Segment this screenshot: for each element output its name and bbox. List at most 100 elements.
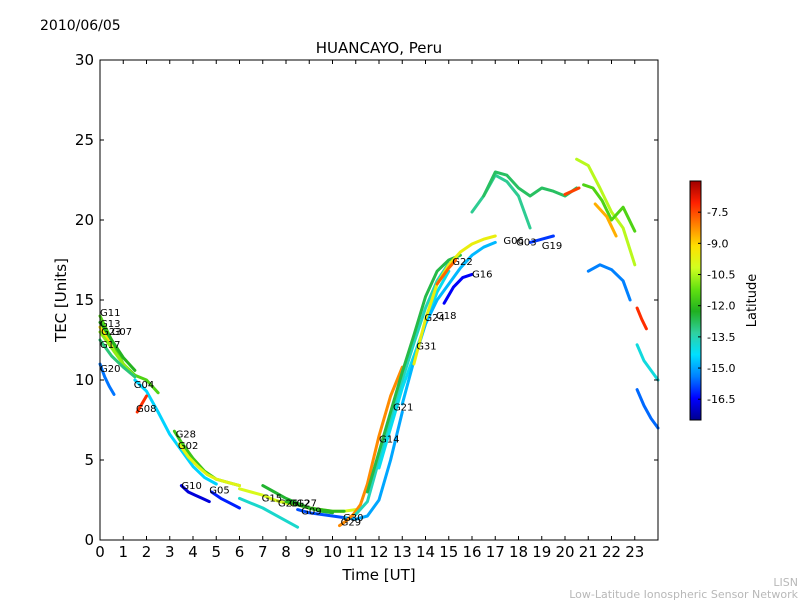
prn-label-G09: G09 [301,506,321,517]
x-tick-6: 6 [235,543,245,561]
series-G32 [582,183,637,233]
x-tick-23: 23 [625,543,644,561]
prn-label-G21: G21 [393,402,413,413]
prn-label-G16: G16 [472,270,492,281]
series-G12 [261,484,334,515]
colorbar-tick-label: -10.5 [707,269,735,282]
prn-label-G30: G30 [343,513,363,524]
y-tick-20: 20 [75,211,94,229]
footer-lisn: LISN [773,576,798,589]
series-G22 [435,258,458,286]
x-tick-3: 3 [165,543,175,561]
colorbar-tick-label: -15.0 [707,362,735,375]
x-tick-10: 10 [323,543,342,561]
prn-label-G10: G10 [181,481,201,492]
x-tick-11: 11 [346,543,365,561]
prn-label-G24: G24 [424,313,444,324]
y-tick-30: 30 [75,51,94,69]
series-G10 [179,484,211,504]
x-tick-21: 21 [579,543,598,561]
series-G16 [442,272,474,305]
x-tick-14: 14 [416,543,435,561]
x-tick-13: 13 [393,543,412,561]
series-G33 [586,263,632,302]
prn-label-G02: G02 [178,441,198,452]
x-tick-8: 8 [281,543,291,561]
series-G36 [635,343,660,382]
prn-label-G26: G26 [278,498,298,509]
y-tick-25: 25 [75,131,94,149]
prn-label-G15: G15 [262,494,282,505]
series-G34 [593,202,618,238]
series-G21 [365,253,462,494]
x-tick-2: 2 [142,543,152,561]
y-tick-5: 5 [84,451,94,469]
prn-label-G22: G22 [452,257,472,268]
x-tick-19: 19 [532,543,551,561]
x-tick-16: 16 [462,543,481,561]
prn-label-G13: G13 [100,319,120,330]
series-G13 [98,320,137,372]
x-tick-12: 12 [369,543,388,561]
prn-label-G28: G28 [176,430,196,441]
y-axis-label: TEC [Units] [52,258,70,343]
y-tick-10: 10 [75,371,94,389]
prn-label-G03: G03 [516,238,536,249]
series-G27 [284,500,346,513]
prn-label-G12: G12 [289,498,309,509]
series-G08 [135,394,148,414]
series-G18 [412,234,497,366]
prn-label-G06: G06 [503,236,523,247]
x-tick-7: 7 [258,543,268,561]
series-G30 [342,410,404,521]
y-tick-15: 15 [75,291,94,309]
x-tick-5: 5 [211,543,221,561]
x-axis-label: Time [UT] [341,566,415,584]
series-G20 [98,362,116,396]
prn-label-G14: G14 [379,434,399,445]
series-G38 [635,306,648,331]
series-G17 [98,338,137,379]
chart-title: HUANCAYO, Peru [316,39,442,57]
prn-label-G05: G05 [209,486,229,497]
series-G03 [482,170,579,198]
footer-network: Low-Latitude Ionospheric Sensor Network [569,588,798,601]
colorbar [689,180,702,421]
prn-label-G29: G29 [341,518,361,529]
series-G04 [133,378,218,486]
colorbar-label: Latitude [745,274,760,328]
prn-label-G23: G23 [101,327,121,338]
series-G35 [563,186,581,196]
series-G19 [528,234,555,244]
series-G01 [575,157,637,267]
prn-label-G11: G11 [100,308,120,319]
x-tick-20: 20 [555,543,574,561]
prn-label-G31: G31 [416,342,436,353]
colorbar-tick-label: -13.5 [707,331,735,344]
colorbar-tick-label: -9.0 [707,237,728,250]
prn-label-G04: G04 [134,380,154,391]
x-tick-17: 17 [486,543,505,561]
series-G02 [177,442,241,488]
x-tick-18: 18 [509,543,528,561]
series-G26 [238,496,300,529]
prn-label-G20: G20 [100,364,120,375]
colorbar-tick-label: -7.5 [707,206,728,219]
x-tick-9: 9 [304,543,314,561]
prn-label-G18: G18 [436,311,456,322]
prn-label-G07: G07 [112,327,132,338]
prn-label-G27: G27 [296,498,316,509]
x-tick-22: 22 [602,543,621,561]
y-tick-0: 0 [84,531,94,549]
series-G14 [354,261,451,516]
prn-label-G08: G08 [136,404,156,415]
x-tick-4: 4 [188,543,198,561]
prn-label-G19: G19 [542,241,562,252]
colorbar-tick-label: -12.0 [707,300,735,313]
series-G09 [296,508,346,520]
colorbar-tick-label: -16.5 [707,393,735,406]
x-tick-15: 15 [439,543,458,561]
series-G06 [470,173,532,230]
series-G29 [338,365,404,528]
